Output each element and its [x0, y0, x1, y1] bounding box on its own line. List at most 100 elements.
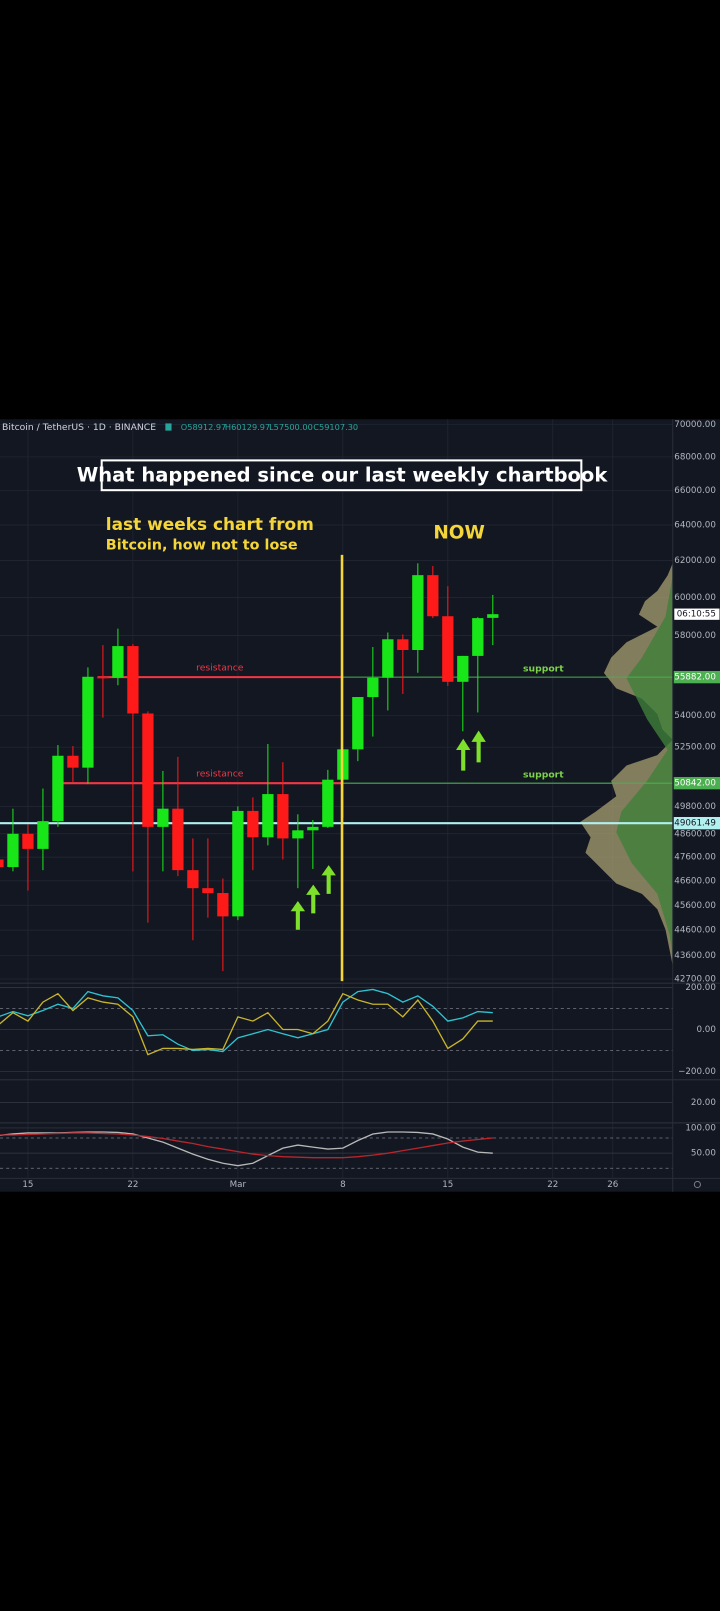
y-tick-label: 100.00: [685, 1123, 716, 1133]
candle-body: [442, 616, 454, 682]
candle-body: [247, 810, 259, 838]
candle-body: [52, 755, 64, 822]
candle-body: [157, 808, 169, 827]
y-tick-label: 42700.00: [674, 974, 716, 984]
note: last weeks chart from: [106, 514, 314, 534]
candle-body: [367, 677, 379, 698]
y-tick-label: 47600.00: [674, 853, 716, 863]
x-tick-label: 22: [127, 1180, 138, 1190]
arrow: [321, 865, 336, 894]
y-tick-label: 68000.00: [674, 452, 716, 462]
symbol: Bitcoin / TetherUS · 1D · BINANCE: [2, 422, 156, 433]
arrows: [290, 730, 486, 930]
y-tick-label: 45600.00: [674, 901, 716, 911]
y-tick-label: 62000.00: [674, 556, 716, 566]
y-tick-label: 49800.00: [674, 802, 716, 812]
candle-body: [82, 676, 94, 768]
candle-body: [307, 826, 319, 831]
candle-body: [67, 755, 79, 768]
price-marker: [673, 817, 720, 830]
indicator-line: [0, 988, 493, 1053]
ohlc: H60129.97: [225, 422, 270, 432]
plot: 70000.00 68000.00 66000.00 64000.00 62000.00…: [0, 420, 720, 1190]
y-tick-label: 66000.00: [674, 486, 716, 496]
x-tick-label: Mar: [230, 1180, 247, 1190]
price-marker: [673, 777, 720, 790]
ohlc: O58912.97: [181, 422, 227, 432]
resistance-label: resistance: [196, 768, 244, 779]
y-tick-label: 44600.00: [674, 926, 716, 936]
candle-body: [202, 888, 214, 894]
ohlc: C59107.30: [313, 422, 358, 432]
y-tick-label: 48600.00: [674, 829, 716, 839]
arrow: [456, 738, 471, 771]
candle-body: [382, 639, 394, 678]
x-tick-label: 26: [607, 1180, 618, 1190]
candle-body: [127, 646, 139, 714]
y-tick-label: 60000.00: [674, 593, 716, 603]
y-tick-label: −200.00: [678, 1067, 716, 1077]
candle-body: [97, 676, 109, 679]
support-label: support: [523, 769, 564, 780]
y-tick-label: 70000.00: [674, 420, 716, 430]
candle-body: [292, 830, 304, 839]
candle-body: [412, 575, 424, 651]
settings-icon[interactable]: [693, 1180, 701, 1189]
candle-body: [457, 655, 469, 682]
candle-body: [187, 870, 199, 889]
price-marker-label: 49061.49: [674, 819, 716, 829]
y-tick-label: 46600.00: [674, 876, 716, 886]
price-marker-label: 50842.00: [674, 779, 716, 789]
candle-body: [217, 893, 229, 917]
arrow: [471, 730, 486, 763]
countdown: 06:10:55: [677, 610, 716, 620]
x-tick-label: 15: [22, 1180, 33, 1190]
flag-icon: [165, 423, 172, 431]
title: What happened since our last weekly char…: [77, 463, 609, 486]
candle-body: [172, 808, 184, 871]
arrow: [290, 901, 306, 930]
candle-body: [322, 779, 334, 827]
candle-body: [112, 646, 124, 678]
title-box: [100, 459, 583, 492]
y-tick-label: 20.00: [691, 1098, 716, 1108]
y-tick-label: 52500.00: [674, 743, 716, 753]
y-tick-label: 54000.00: [674, 711, 716, 721]
y-tick-label: 200.00: [685, 983, 716, 993]
price-marker-label: 55882.00: [674, 673, 716, 683]
resistance-label: resistance: [196, 662, 244, 673]
candle-body: [142, 713, 154, 827]
candle-body: [472, 618, 484, 656]
volume-profile: [616, 575, 673, 956]
x-tick-label: 8: [340, 1180, 346, 1190]
ohlc: L57500.00: [269, 422, 313, 432]
countdown-box: [673, 607, 720, 621]
x-tick-label: 22: [547, 1180, 558, 1190]
chart-area: [0, 419, 720, 1192]
y-tick-label: 58000.00: [674, 631, 716, 641]
support-label: support: [523, 663, 564, 674]
candle-body: [397, 639, 409, 651]
candle-body: [0, 859, 4, 868]
candle-body: [262, 794, 274, 838]
price-marker: [673, 670, 720, 684]
now-label: NOW: [433, 522, 485, 543]
indicator-line: [0, 1132, 493, 1159]
y-tick-label: 50.00: [691, 1149, 716, 1159]
candle-body: [277, 794, 289, 839]
candle-body: [7, 833, 19, 868]
candle-body: [352, 697, 364, 750]
y-tick-label: 43600.00: [674, 951, 716, 961]
arrow: [306, 884, 321, 914]
candle-body: [427, 575, 439, 617]
y-tick-label: 0.00: [696, 1025, 715, 1035]
y-tick-label: 64000.00: [674, 520, 716, 530]
candle-body: [37, 821, 49, 849]
indicator-line: [0, 1131, 493, 1167]
candle-body: [487, 614, 499, 618]
x-tick-label: 15: [442, 1180, 453, 1190]
candle-body: [22, 833, 34, 849]
indicator-line: [0, 992, 493, 1056]
